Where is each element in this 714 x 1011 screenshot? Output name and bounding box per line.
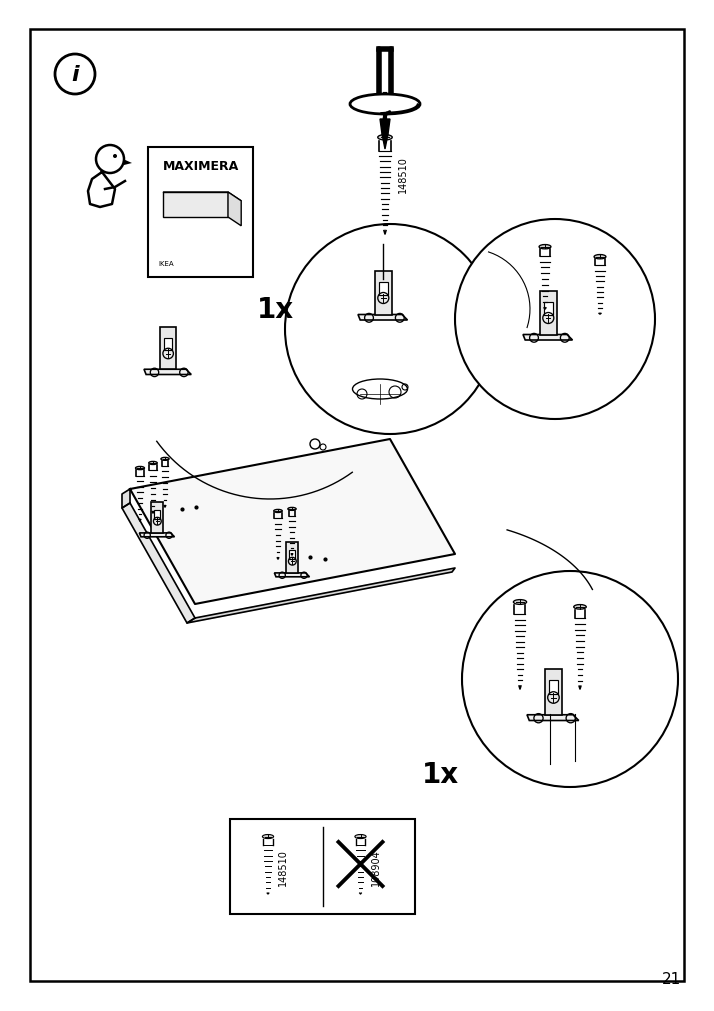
Polygon shape <box>540 291 556 336</box>
Text: 148510: 148510 <box>398 157 408 193</box>
Ellipse shape <box>574 605 586 610</box>
Text: IKEA: IKEA <box>158 261 174 267</box>
Text: 21: 21 <box>663 972 682 987</box>
Polygon shape <box>274 573 309 577</box>
Ellipse shape <box>149 462 157 465</box>
Ellipse shape <box>161 458 169 461</box>
Polygon shape <box>139 534 174 537</box>
Text: 148510: 148510 <box>278 848 288 886</box>
Text: 108904: 108904 <box>371 849 381 886</box>
Polygon shape <box>380 120 390 134</box>
FancyBboxPatch shape <box>164 339 172 351</box>
Ellipse shape <box>262 835 273 839</box>
Ellipse shape <box>273 510 282 513</box>
Polygon shape <box>163 193 241 201</box>
FancyBboxPatch shape <box>289 550 296 559</box>
Polygon shape <box>160 328 176 370</box>
FancyBboxPatch shape <box>544 302 553 315</box>
Polygon shape <box>375 271 391 315</box>
Polygon shape <box>144 370 191 375</box>
Polygon shape <box>527 715 579 721</box>
FancyBboxPatch shape <box>379 282 388 295</box>
Circle shape <box>455 219 655 420</box>
Polygon shape <box>358 315 408 320</box>
FancyBboxPatch shape <box>230 819 415 914</box>
Polygon shape <box>122 503 195 624</box>
FancyBboxPatch shape <box>549 680 558 695</box>
Text: 1x: 1x <box>421 760 458 789</box>
Polygon shape <box>523 336 573 341</box>
FancyBboxPatch shape <box>148 148 253 278</box>
Ellipse shape <box>350 95 420 115</box>
Ellipse shape <box>378 135 392 141</box>
Polygon shape <box>545 669 562 715</box>
Polygon shape <box>122 489 130 509</box>
Polygon shape <box>382 134 388 150</box>
FancyBboxPatch shape <box>154 510 161 520</box>
Ellipse shape <box>353 379 408 399</box>
Polygon shape <box>123 160 132 166</box>
Ellipse shape <box>539 246 551 250</box>
Polygon shape <box>88 173 115 208</box>
Ellipse shape <box>355 835 366 839</box>
Circle shape <box>285 224 495 435</box>
Polygon shape <box>228 193 241 226</box>
Polygon shape <box>130 440 455 605</box>
Ellipse shape <box>136 467 144 470</box>
Text: 1x: 1x <box>256 295 293 324</box>
Polygon shape <box>286 542 298 573</box>
Text: MAXIMERA: MAXIMERA <box>162 160 238 172</box>
Polygon shape <box>187 568 455 624</box>
Circle shape <box>113 155 117 159</box>
Ellipse shape <box>594 256 606 260</box>
Text: i: i <box>71 65 79 85</box>
Ellipse shape <box>288 508 296 511</box>
Text: 148510: 148510 <box>625 631 635 668</box>
Polygon shape <box>163 193 228 217</box>
Polygon shape <box>151 502 164 534</box>
Circle shape <box>462 571 678 788</box>
Ellipse shape <box>513 600 527 605</box>
